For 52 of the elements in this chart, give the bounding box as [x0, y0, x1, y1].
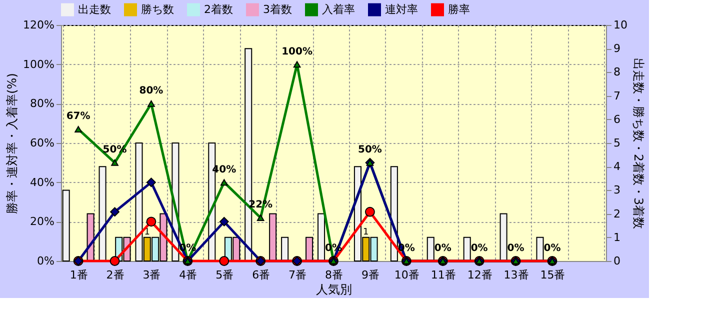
data-label: 50%: [358, 144, 382, 156]
data-label: 1: [363, 227, 369, 238]
y-tick-label: 120%: [23, 18, 54, 32]
data-label: 0%: [544, 243, 561, 254]
y-tick-label: 100%: [23, 58, 54, 71]
x-tick-label: 1番: [70, 268, 88, 282]
data-label: 0%: [470, 243, 488, 254]
legend-label: 勝ち数: [141, 2, 174, 16]
y-tick-label: 20%: [30, 215, 54, 228]
data-label: 80%: [139, 86, 164, 97]
y-tick-label: 0%: [37, 254, 54, 268]
y2-tick-label: 5: [614, 136, 620, 150]
legend-label: 入着率: [322, 2, 355, 16]
data-label: 0%: [507, 243, 524, 254]
y-tick-label: 80%: [30, 97, 54, 110]
legend-label: 勝率: [448, 2, 470, 16]
y2-tick-label: 10: [614, 18, 628, 32]
data-label: 100%: [282, 46, 312, 58]
x-tick-label: 10番: [394, 268, 420, 282]
x-tick-label: 11番: [430, 268, 456, 282]
y2-tick-label: 2: [614, 207, 620, 220]
y2-tick-label: 4: [614, 160, 620, 174]
x-tick-label: 15番: [540, 268, 566, 282]
x-tick-label: 2番: [106, 268, 124, 282]
legend-label: 2着数: [204, 2, 233, 16]
x-tick-label: 5番: [216, 268, 234, 282]
y-tick-label: 40%: [30, 176, 54, 189]
y2-tick-label: 8: [614, 66, 620, 79]
y-tick-label: 60%: [30, 136, 54, 150]
y2-tick-label: 0: [614, 254, 620, 268]
legend-label: 出走数: [78, 2, 111, 16]
y2-tick-label: 7: [614, 89, 620, 102]
x-tick-label: 12番: [467, 268, 492, 282]
x-tick-label: 6番: [252, 268, 270, 282]
data-label: 67%: [66, 111, 90, 122]
y2-tick-label: 3: [614, 184, 620, 197]
legend-label: 3着数: [263, 2, 292, 16]
legend-label: 連対率: [385, 2, 418, 16]
x-tick-label: 3番: [142, 268, 161, 282]
y2-tick-label: 1: [614, 230, 620, 244]
x-tick-label: 8番: [325, 268, 343, 282]
x-tick-label: 13番: [504, 268, 529, 282]
x-tick-label: 7番: [288, 268, 307, 282]
x-axis-title: 人気別: [316, 282, 352, 296]
x-tick-label: 4番: [179, 268, 198, 282]
y-axis-title: 勝率・連対率・入着率(%): [5, 73, 20, 214]
x-tick-label: 9番: [361, 268, 380, 282]
y2-axis-title: 出走数・勝ち数・2着数・3着数: [631, 58, 646, 230]
y2-tick-label: 9: [614, 42, 620, 56]
data-label: 0%: [179, 243, 196, 254]
data-label: 0%: [434, 243, 452, 254]
y2-tick-label: 6: [614, 112, 620, 126]
